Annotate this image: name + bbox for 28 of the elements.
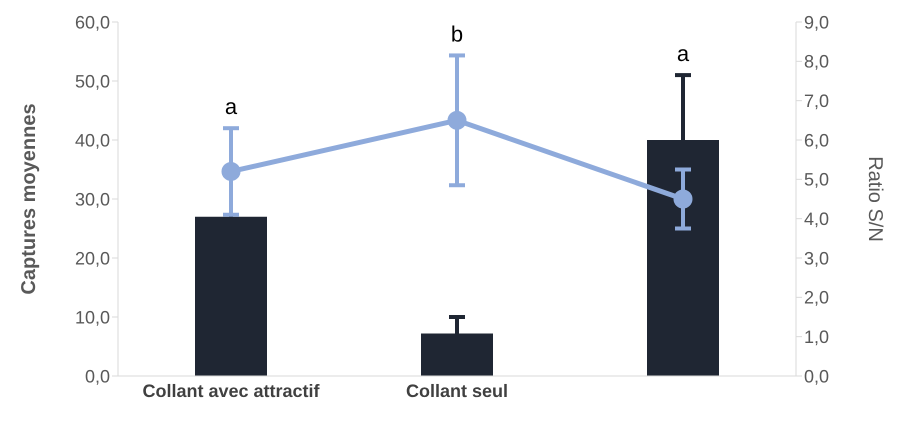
annotation: a <box>224 94 238 120</box>
annotation: b <box>450 21 464 46</box>
y2-tick-label: 6,0 <box>804 130 830 150</box>
y-tick-label: 30,0 <box>74 189 110 210</box>
point <box>674 190 692 208</box>
y-axis-title: Captures moyennes <box>18 103 40 295</box>
y2-tick-label: 9,0 <box>804 12 830 32</box>
point <box>448 110 466 130</box>
y2-tick-label: 7,0 <box>804 91 830 112</box>
y2-axis-title: Ratio S/N <box>864 156 886 242</box>
y2-tick-label: 1,0 <box>804 327 830 348</box>
x-tick-label: Collant seul <box>406 380 508 401</box>
point <box>222 162 240 181</box>
bar <box>195 216 267 376</box>
y-tick-label: 0,0 <box>84 366 110 386</box>
y-tick-label: 60,0 <box>74 12 110 32</box>
y2-tick-label: 0,0 <box>804 366 830 386</box>
y2-tick-label: 2,0 <box>804 288 830 308</box>
y2-tick-label: 4,0 <box>804 209 830 230</box>
y-tick-label: 40,0 <box>74 130 110 150</box>
y2-tick-label: 8,0 <box>804 52 830 72</box>
y-tick-label: 10,0 <box>74 307 110 328</box>
x-tick-label: Collant avec attractif <box>142 380 321 401</box>
y2-tick-label: 5,0 <box>804 170 830 190</box>
y2-tick-label: 3,0 <box>804 248 830 268</box>
y-tick-label: 50,0 <box>74 71 110 92</box>
y-tick-label: 20,0 <box>74 248 110 268</box>
annotation: a <box>676 41 690 66</box>
